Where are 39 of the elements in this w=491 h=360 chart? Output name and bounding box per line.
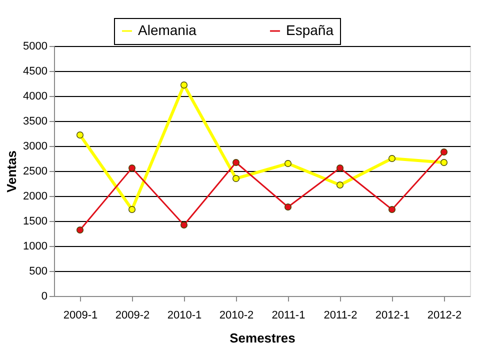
legend-label: España <box>286 22 334 38</box>
x-tick-label: 2011-2 <box>324 310 358 322</box>
point <box>76 226 84 234</box>
legend-label: Alemania <box>138 22 197 38</box>
x-axis-title: Semestres <box>230 330 296 346</box>
x-tick-label: 2012-1 <box>375 310 410 322</box>
y-tick-label: 3000 <box>23 140 48 152</box>
x-tick-label: 2012-2 <box>427 310 462 322</box>
point <box>284 203 292 211</box>
point <box>284 160 292 168</box>
point <box>180 81 188 89</box>
point <box>440 158 448 166</box>
y-axis-title: Ventas <box>4 150 20 192</box>
point <box>232 174 240 182</box>
y-tick-label: 0 <box>41 290 48 302</box>
point <box>128 206 136 214</box>
y-tick-label: 1500 <box>23 216 48 228</box>
x-tick-label: 2009-2 <box>115 310 150 322</box>
point <box>336 164 344 172</box>
y-tick-label: 4000 <box>23 90 48 102</box>
x-tick-label: 2010-2 <box>219 310 254 322</box>
x-tick-label: 2009-1 <box>63 310 98 322</box>
y-tick-label: 2500 <box>23 166 48 178</box>
y-tick-label: 5000 <box>23 40 48 52</box>
point <box>388 206 396 214</box>
x-tick-label: 2010-1 <box>167 310 202 322</box>
y-tick-label: 500 <box>29 266 48 278</box>
y-tick-label: 4500 <box>23 66 48 78</box>
point <box>128 164 136 172</box>
point <box>440 148 448 156</box>
y-tick-label: 1000 <box>23 240 48 252</box>
point <box>76 131 84 139</box>
x-tick-label: 2011-1 <box>272 310 306 322</box>
y-tick-label: 2000 <box>23 190 48 202</box>
point <box>180 221 188 229</box>
point <box>336 181 344 189</box>
point <box>232 158 240 166</box>
y-tick-label: 3500 <box>23 116 48 128</box>
point <box>388 154 396 162</box>
